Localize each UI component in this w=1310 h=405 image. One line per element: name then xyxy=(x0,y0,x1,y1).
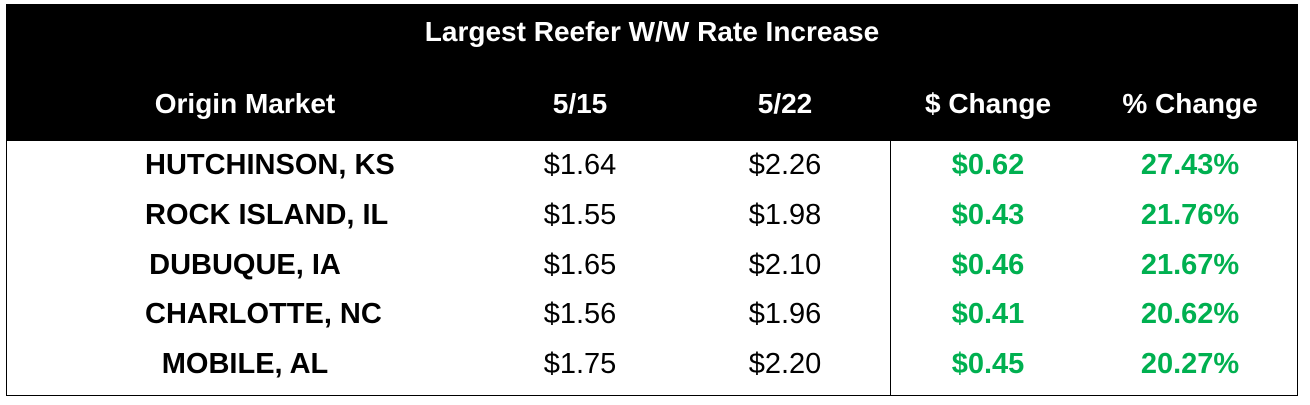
header-band: Largest Reefer W/W Rate Increase xyxy=(6,4,1298,141)
value-cell: $1.56 xyxy=(543,298,617,331)
value-cell: $1.96 xyxy=(748,298,822,331)
value-cell: $0.62 xyxy=(951,149,1025,181)
value-cell: 20.27% xyxy=(1140,348,1240,381)
value-cell: $1.98 xyxy=(748,198,822,231)
value-cell: $2.10 xyxy=(748,248,822,281)
table-body xyxy=(6,141,1298,396)
value-cell: $0.46 xyxy=(951,248,1025,281)
market-cell: HUTCHINSON, KS xyxy=(145,149,395,181)
table-title: Largest Reefer W/W Rate Increase xyxy=(424,16,880,47)
value-cell: $2.20 xyxy=(748,348,822,381)
column-header: 5/15 xyxy=(552,88,608,119)
value-cell: 27.43% xyxy=(1140,149,1240,181)
value-cell: $0.41 xyxy=(951,298,1025,331)
column-header: $ Change xyxy=(924,88,1052,119)
market-cell: MOBILE, AL xyxy=(161,348,329,381)
value-cell: $1.55 xyxy=(543,198,617,231)
market-cell: ROCK ISLAND, IL xyxy=(145,198,389,231)
column-header: Origin Market xyxy=(154,88,336,119)
value-cell: 20.62% xyxy=(1140,298,1240,331)
column-header: % Change xyxy=(1122,88,1258,119)
value-cell: 21.67% xyxy=(1140,248,1240,281)
value-cell: $1.75 xyxy=(543,348,617,381)
column-divider xyxy=(890,141,891,396)
value-cell: $1.64 xyxy=(543,149,617,181)
value-cell: $2.26 xyxy=(748,149,822,181)
value-cell: 21.76% xyxy=(1140,198,1240,231)
market-cell: CHARLOTTE, NC xyxy=(145,298,382,331)
column-header: 5/22 xyxy=(757,88,813,119)
value-cell: $0.43 xyxy=(951,198,1025,231)
market-cell: DUBUQUE, IA xyxy=(149,248,341,281)
value-cell: $1.65 xyxy=(543,248,617,281)
value-cell: $0.45 xyxy=(951,348,1025,381)
